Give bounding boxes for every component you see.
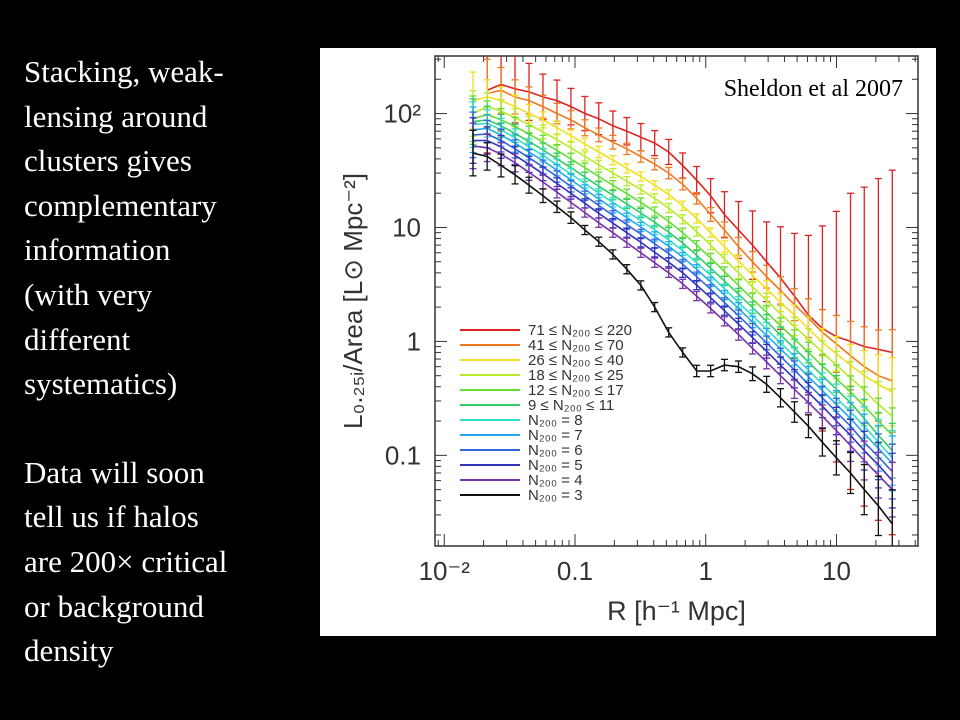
legend-label: N₂₀₀ = 6 (528, 442, 583, 459)
y-axis-label: L₀.₂₅ᵢ/Area [L⊙ Mpc⁻²] (338, 173, 368, 429)
chart-annotation: Sheldon et al 2007 (724, 76, 903, 102)
p1-line: systematics) (24, 366, 178, 402)
series-group (469, 122, 896, 518)
legend-label: N₂₀₀ = 5 (528, 457, 583, 474)
series-line (486, 83, 893, 354)
slide-paragraph-stacking: Stacking, weak-lensing around clusters gi… (24, 50, 294, 407)
p1-line: complementary (24, 187, 217, 223)
slide-text: Stacking, weak-lensing around clusters gi… (24, 50, 294, 674)
legend-label: 9 ≤ N₂₀₀ ≤ 11 (528, 397, 614, 414)
p2-line: tell us if halos (24, 499, 199, 535)
y-tick-label: 0.1 (385, 440, 421, 470)
x-tick-label: 0.1 (557, 556, 593, 586)
p2-line: or background (24, 588, 204, 624)
x-tick-label: 10 (822, 556, 851, 586)
y-tick-label: 1 (407, 326, 421, 356)
p2-line: Data will soon (24, 454, 205, 490)
legend-label: 41 ≤ N₂₀₀ ≤ 70 (528, 337, 624, 354)
y-tick-label: 10² (383, 99, 421, 129)
p1-line: lensing around (24, 98, 208, 134)
legend-label: N₂₀₀ = 3 (528, 487, 583, 504)
legend-label: N₂₀₀ = 8 (528, 412, 583, 429)
luminosity-profile-chart: 10⁻² 0.1 1 10 0.1 1 10 10² R [h⁻¹ Mpc] L₀.₂₅ᵢ/Are… (338, 55, 919, 626)
legend-label: N₂₀₀ = 4 (528, 472, 583, 489)
legend-label: 71 ≤ N₂₀₀ ≤ 220 (528, 322, 632, 339)
slide-paragraph-data-density: Data will soon tell us if halos are 200× c… (24, 451, 294, 674)
p1-line: clusters gives (24, 143, 192, 179)
p1-line: information (24, 232, 171, 268)
y-tick-label: 10 (392, 212, 421, 242)
x-tick-label: 1 (699, 556, 713, 586)
legend-label: N₂₀₀ = 7 (528, 427, 583, 444)
x-tick-label: 10⁻² (419, 556, 471, 586)
p2-line: density (24, 633, 114, 669)
legend-label: 18 ≤ N₂₀₀ ≤ 25 (528, 367, 624, 384)
legend-label: 12 ≤ N₂₀₀ ≤ 17 (528, 382, 624, 399)
p1-line: Stacking, weak- (24, 54, 224, 89)
p2-line: are 200× critical (24, 543, 228, 579)
figure-panel: 10⁻² 0.1 1 10 0.1 1 10 10² R [h⁻¹ Mpc] L₀.₂₅ᵢ/Are… (320, 48, 936, 636)
p1-line: (with very (24, 276, 153, 312)
series-line (487, 89, 893, 382)
x-axis-label: R [h⁻¹ Mpc] (607, 596, 746, 626)
p1-line: different (24, 321, 131, 357)
series-group (469, 129, 896, 546)
legend-label: 26 ≤ N₂₀₀ ≤ 40 (528, 352, 624, 369)
